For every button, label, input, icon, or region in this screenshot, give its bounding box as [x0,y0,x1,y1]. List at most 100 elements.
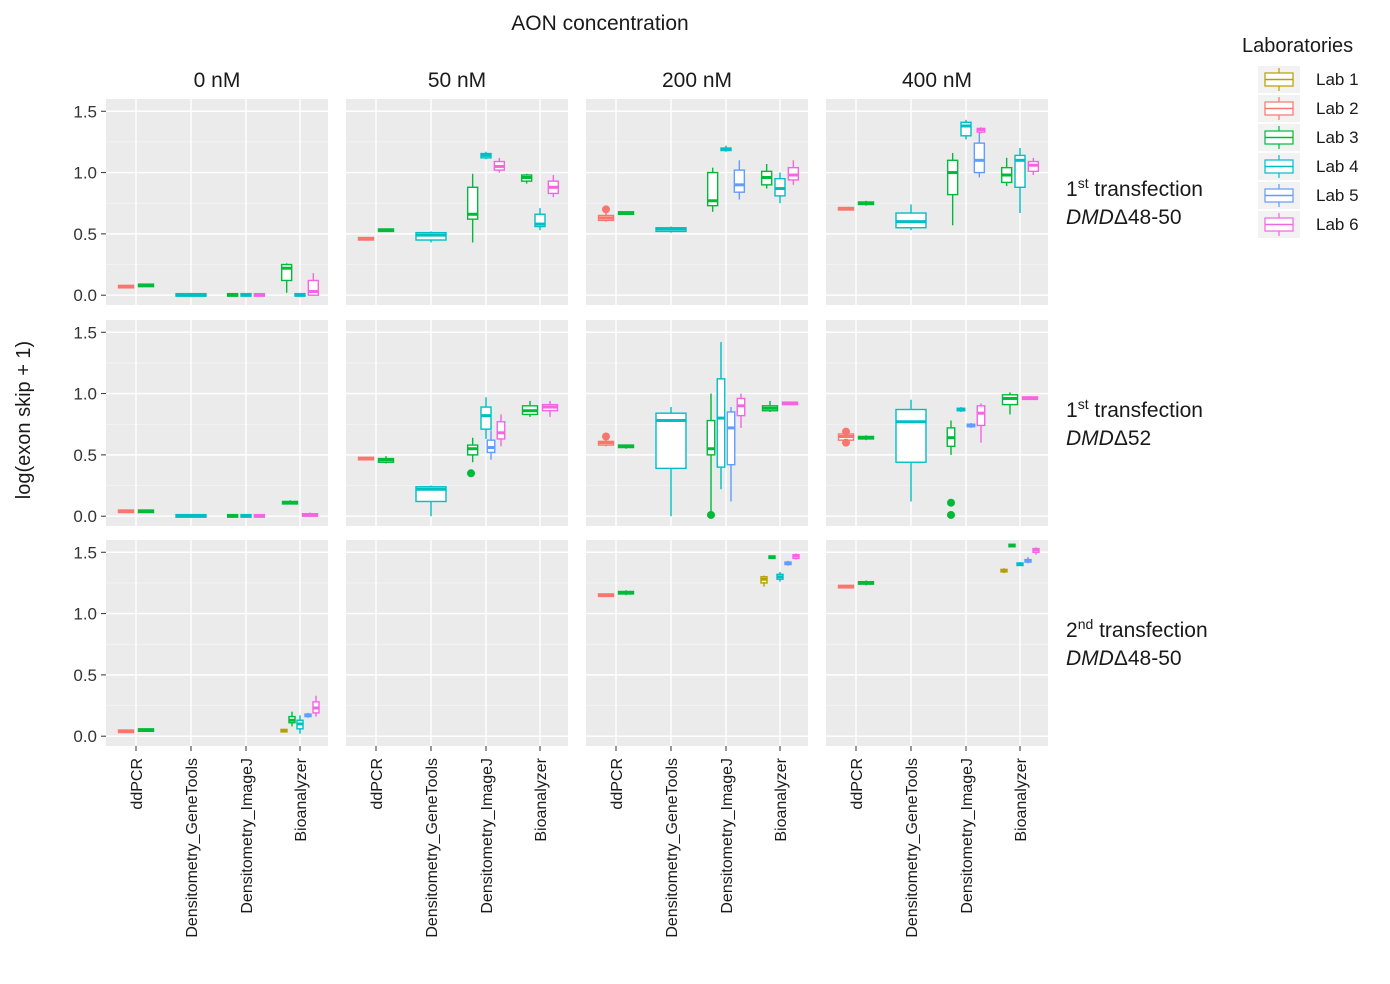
x-tick-label: ddPCR [849,758,866,810]
box [973,142,986,174]
boxplot-lab-3 [137,509,155,514]
y-tick-label: 1.5 [73,102,97,121]
box [307,279,320,296]
boxplot-lab-5 [726,407,736,502]
boxplot-lab-2 [117,509,135,514]
panel-background [586,320,808,526]
boxplot-lab-3 [768,555,776,560]
boxplot-lab-4 [895,204,927,231]
row-label-gene: DMD [1066,206,1114,229]
row-label-deletion: Δ48-50 [1114,206,1182,229]
box [706,171,719,207]
outlier-point [602,205,610,214]
boxplot-lab-6 [1027,157,1040,176]
boxplot-lab-3 [377,456,395,464]
column-label: 0 nM [194,69,241,92]
boxplot-lab-6 [787,160,800,185]
boxplot-lab-2 [117,729,135,734]
panel-background [106,99,328,305]
panel [106,320,328,526]
box [716,378,726,468]
boxplot-lab-2 [597,440,615,447]
x-tick-label: ddPCR [129,758,146,810]
row-label-deletion: Δ52 [1114,427,1151,450]
box [706,419,716,456]
boxplot-lab-3 [857,435,875,441]
boxplot-lab-6 [312,695,320,717]
panel [106,99,328,305]
boxplot-lab-4 [960,119,972,140]
panel [346,99,568,305]
boxplot-lab-3 [466,173,479,243]
row-label-superscript: st [1078,396,1089,412]
box [280,263,293,282]
boxplot-lab-1 [760,575,768,587]
y-axis-title: log(exon skip + 1) [13,341,35,499]
boxplot-lab-4 [175,292,207,297]
boxplot-lab-3 [706,167,719,212]
row-label-line1: 1st transfection [1066,175,1203,201]
boxplot-lab-5 [1024,557,1032,564]
boxplot-lab-3 [288,711,296,727]
x-tick-label: Densitometry_GeneTools [184,758,201,938]
legend-item: Lab 1 [1258,66,1359,93]
row-label-deletion: Δ48-50 [1114,647,1182,670]
boxplot-lab-3 [760,163,773,189]
box [960,121,972,137]
row-label-number: 1 [1066,178,1078,201]
boxplot-lab-3 [521,400,539,417]
x-tick-label: Bioanalyzer [773,757,790,841]
legend-label: Lab 3 [1316,128,1359,147]
boxplot-lab-5 [973,130,986,178]
legend-label: Lab 6 [1316,215,1359,234]
x-tick-label: ddPCR [609,758,626,810]
boxplot-lab-6 [1021,396,1039,401]
row-label-number: 2 [1066,619,1078,642]
box [1014,154,1026,188]
boxplot-lab-2 [357,236,375,241]
row-label-line2: DMDΔ48-50 [1066,647,1182,670]
boxplot-lab-3 [946,152,959,226]
y-tick-label: 1.5 [73,323,97,342]
legend-label: Lab 1 [1316,70,1359,89]
legend-item: Lab 2 [1258,95,1359,122]
panel-background [106,540,328,746]
y-tick-label: 0.5 [73,225,97,244]
boxplot-lab-2 [597,593,615,598]
panel-background [106,320,328,526]
row-label-text: transfection [1093,619,1207,642]
boxplot-lab-3 [761,400,779,412]
column-label: 400 nM [902,69,972,92]
boxplot-lab-4 [175,513,207,518]
column-label: 50 nM [428,69,486,92]
boxplot-lab-2 [597,208,615,222]
boxplot-lab-4 [956,407,966,412]
boxplot-lab-4 [294,292,306,297]
x-tick-label: Densitometry_ImageJ [239,758,256,914]
boxplot-lab-4 [240,513,252,518]
boxplot-lab-4 [415,231,447,243]
box [534,213,546,228]
outlier-point [467,469,475,478]
boxplot-lab-4 [655,226,687,233]
y-tick-label: 1.5 [73,543,97,562]
boxplot-lab-1 [1000,568,1008,574]
boxplot-lab-4 [655,407,687,517]
legend-title: Laboratories [1242,35,1353,57]
y-tick-label: 0.0 [73,286,97,305]
boxplot-lab-6 [547,175,560,198]
y-tick-label: 0.5 [73,446,97,465]
row-label-superscript: nd [1078,616,1094,632]
box [496,421,506,440]
boxplot-lab-6 [253,513,266,518]
legend-label: Lab 5 [1316,186,1359,205]
boxplot-lab-4 [296,715,304,734]
x-tick-label: Bioanalyzer [533,757,550,841]
boxplot-lab-5 [784,560,792,566]
boxplot-lab-1 [280,728,288,733]
box [655,412,687,470]
boxplot-lab-3 [1001,392,1019,415]
y-tick-label: 1.0 [73,605,97,624]
